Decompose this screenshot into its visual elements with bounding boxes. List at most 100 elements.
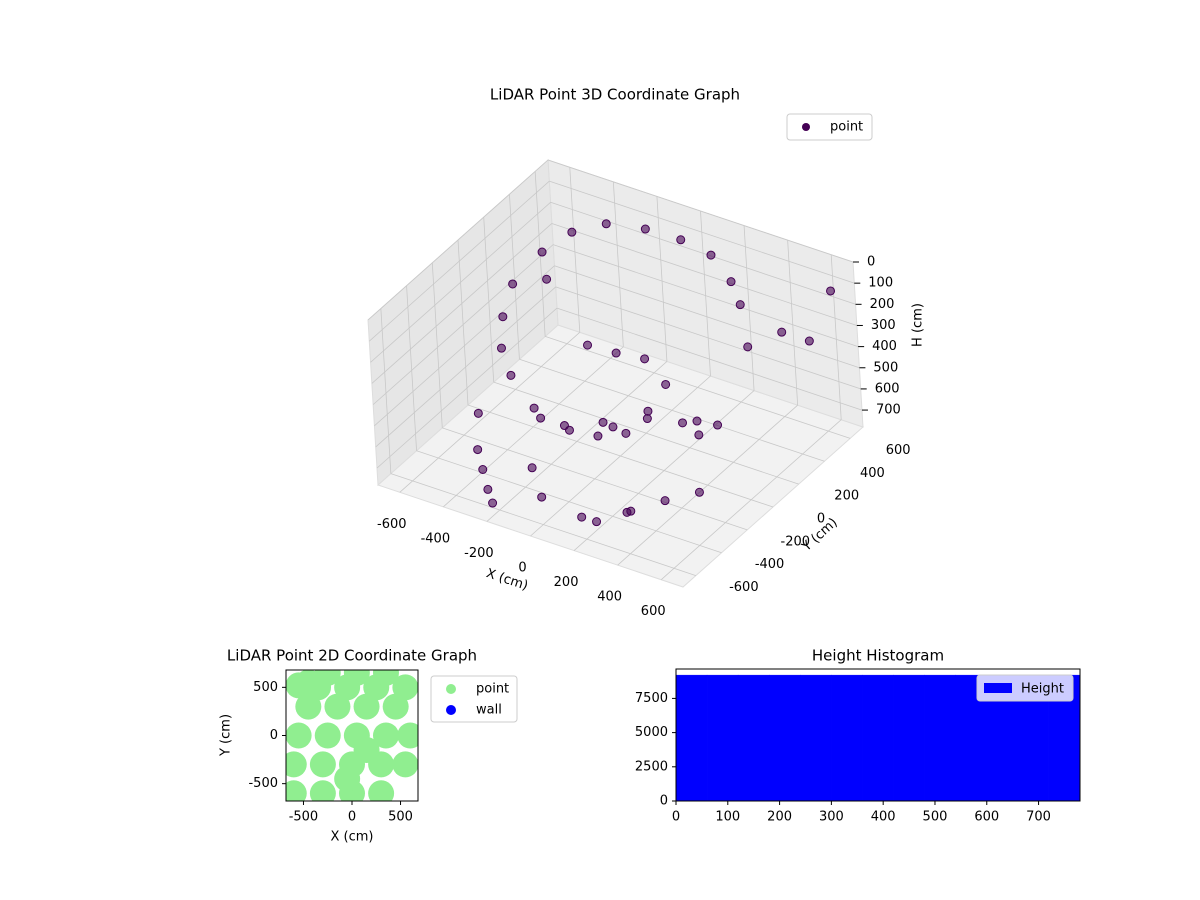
grid-line [787, 240, 799, 406]
point [743, 342, 753, 352]
title: LiDAR Point 2D Coordinate Graph [227, 647, 477, 665]
x-tick-label: -200 [464, 546, 494, 561]
bar [706, 674, 739, 802]
bar [893, 674, 925, 802]
x-tick-label: 500 [923, 810, 948, 825]
z-tick-label: 200 [870, 297, 895, 312]
grid-line [830, 254, 842, 420]
x-tick-label: 100 [715, 810, 740, 825]
x-tick-label: 600 [974, 810, 999, 825]
point [314, 722, 341, 749]
point [353, 693, 380, 720]
grid-line [700, 210, 711, 377]
grid-line [509, 194, 520, 360]
point [334, 765, 361, 792]
y-tick-label: 0 [660, 794, 668, 809]
z-tick-label: 700 [876, 403, 901, 418]
point [496, 343, 506, 353]
grid-line [656, 196, 668, 362]
point [506, 370, 516, 380]
grid-line [370, 202, 551, 363]
point [286, 780, 307, 801]
point [640, 354, 650, 364]
legend-label: wall [476, 703, 502, 718]
grid-line [467, 404, 774, 508]
point [372, 722, 399, 749]
point [676, 235, 686, 245]
legend-box [430, 675, 518, 723]
point [295, 693, 322, 720]
legend-label: Height [1021, 682, 1064, 697]
grid-line [612, 181, 624, 347]
x-tick-label: 600 [641, 604, 666, 619]
point [473, 408, 483, 418]
point [643, 406, 653, 416]
plot-area [286, 670, 418, 801]
x-tick-label: 400 [871, 810, 896, 825]
point [537, 492, 547, 502]
legend-marker [984, 683, 1012, 693]
point [324, 693, 351, 720]
z-tick-label: 0 [867, 255, 875, 270]
point [478, 465, 488, 474]
point [660, 496, 670, 506]
grid-line [493, 381, 799, 485]
grid-line [442, 427, 748, 531]
y-tick-label: 0 [270, 728, 278, 743]
grid-line [416, 450, 722, 554]
grid-line [390, 473, 696, 576]
point [536, 413, 546, 423]
y-tick-label: 600 [886, 443, 911, 458]
grid-line [380, 308, 392, 474]
bar [862, 674, 894, 802]
point [353, 736, 380, 763]
legend-label: point [830, 120, 863, 135]
point [621, 428, 631, 438]
point [286, 722, 312, 749]
bar [768, 674, 801, 802]
point [713, 420, 723, 430]
point [601, 219, 611, 229]
point [567, 227, 577, 237]
point [309, 780, 336, 801]
grid-line [457, 239, 469, 406]
point [392, 674, 418, 701]
point [483, 484, 493, 494]
point [537, 247, 547, 257]
legend-box [976, 674, 1074, 702]
legend-marker [802, 123, 810, 131]
grid-line [550, 201, 856, 305]
z-tick-label: 400 [872, 339, 897, 354]
x-tick-label: 0 [518, 561, 526, 576]
point [642, 414, 652, 424]
point [661, 379, 671, 389]
grid-line [431, 262, 443, 428]
point [777, 327, 787, 337]
point [527, 463, 537, 473]
point [305, 670, 332, 697]
point [622, 507, 632, 517]
bar [800, 674, 832, 802]
x-tick-label: 300 [819, 810, 844, 825]
point [286, 751, 307, 778]
x-tick-label: 200 [767, 810, 792, 825]
y-tick-label: 2500 [635, 759, 668, 774]
grid-line [545, 336, 851, 439]
grid-line [374, 265, 555, 427]
bar [737, 674, 770, 802]
grid-line [556, 307, 863, 411]
grid-line [376, 307, 558, 469]
y-tick-label: -500 [248, 776, 278, 791]
title: LiDAR Point 3D Coordinate Graph [490, 86, 740, 104]
y-tick-label: -200 [781, 534, 811, 549]
legend-marker [446, 684, 456, 694]
x-tick-label: 400 [597, 590, 622, 605]
point [593, 431, 603, 441]
y-tick-label: -600 [729, 580, 759, 595]
z-tick-label: 100 [868, 276, 893, 291]
point [392, 751, 418, 778]
grid-line [555, 286, 861, 390]
point [498, 312, 508, 322]
grid-line [743, 225, 755, 391]
y-tick-label: -400 [755, 557, 785, 572]
